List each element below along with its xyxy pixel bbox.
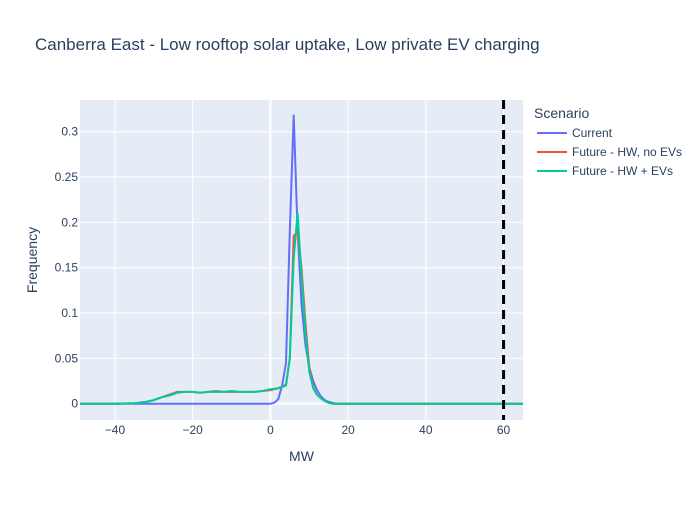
legend-item-label: Future - HW + EVs <box>572 164 673 178</box>
x-tick-label: 0 <box>267 423 274 437</box>
chart-title: Canberra East - Low rooftop solar uptake… <box>35 35 540 54</box>
y-tick-label: 0.2 <box>61 215 78 229</box>
legend: Scenario Current Future - HW, no EVs Futur… <box>534 105 682 178</box>
series-lines <box>80 114 523 405</box>
x-tick-label: −20 <box>183 423 204 437</box>
x-tick-label: 40 <box>419 423 433 437</box>
x-tick-label: −40 <box>105 423 126 437</box>
y-tick-label: 0.25 <box>55 170 79 184</box>
legend-title: Scenario <box>534 105 589 121</box>
legend-items: Current Future - HW, no EVs Future - HW + … <box>537 126 682 178</box>
legend-item-label: Current <box>572 126 613 140</box>
y-axis-label: Frequency <box>24 227 40 293</box>
x-axis-label: MW <box>289 448 315 464</box>
y-tick-label: 0.15 <box>55 261 79 275</box>
y-tick-label: 0.05 <box>55 351 79 365</box>
x-tick-label: 20 <box>341 423 355 437</box>
y-tick-label: 0.1 <box>61 306 78 320</box>
series-line-3 <box>80 212 523 405</box>
legend-item-label: Future - HW, no EVs <box>572 145 682 159</box>
y-tick-label: 0.3 <box>61 125 78 139</box>
x-tick-label: 60 <box>497 423 511 437</box>
x-axis-ticks: −40 −20 0 20 40 60 <box>105 423 511 437</box>
y-axis-ticks: 0 0.05 0.1 0.15 0.2 0.25 0.3 <box>55 125 79 411</box>
y-tick-label: 0 <box>71 397 78 411</box>
